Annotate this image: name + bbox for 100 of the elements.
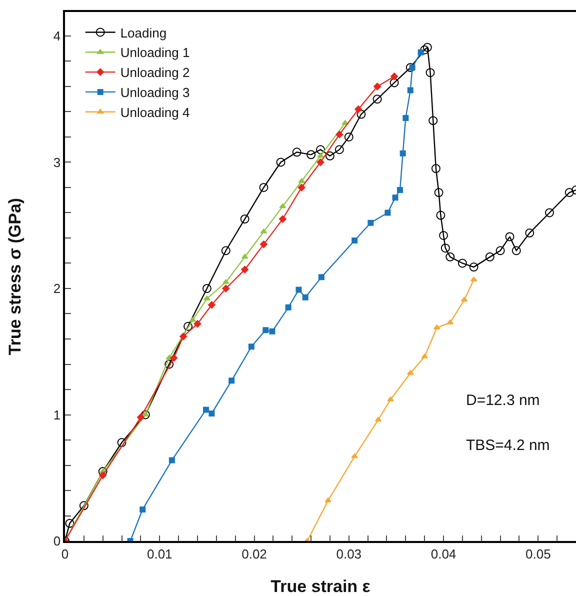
point: [421, 354, 428, 358]
point: [496, 246, 505, 256]
y-tick-label: 3: [53, 154, 61, 170]
x-axis-title: True strain ε: [270, 577, 370, 596]
point: [392, 194, 398, 201]
point: [372, 94, 382, 104]
point: [420, 45, 430, 54]
point: [298, 184, 306, 192]
point: [248, 344, 254, 350]
x-tick-label: 0.01: [146, 546, 172, 562]
point: [168, 457, 175, 464]
point: [296, 286, 302, 293]
point: [325, 151, 334, 160]
point: [431, 164, 440, 174]
point: [65, 518, 74, 528]
point: [164, 360, 174, 369]
y-axis-title: True stress σ (GPa): [6, 198, 24, 356]
point: [202, 284, 212, 293]
point: [99, 472, 107, 480]
point: [117, 438, 126, 448]
point: [316, 158, 324, 166]
point: [221, 246, 230, 256]
legend-label: Unloading 1: [120, 45, 190, 60]
point: [400, 150, 406, 156]
point: [317, 152, 324, 158]
point: [409, 64, 416, 71]
point: [352, 238, 358, 244]
point: [140, 410, 150, 420]
point: [208, 301, 216, 309]
point: [390, 72, 398, 80]
point: [374, 82, 382, 90]
point: [460, 296, 468, 302]
legend-label: Loading: [120, 25, 167, 40]
point: [262, 327, 269, 334]
point: [292, 148, 302, 157]
point: [170, 354, 178, 362]
point: [204, 296, 210, 300]
point: [306, 150, 316, 160]
x-tick-label: 0.05: [525, 546, 551, 562]
point: [407, 370, 414, 375]
point: [525, 228, 534, 238]
point: [422, 42, 432, 52]
legend-label: Unloading 3: [120, 85, 190, 100]
point: [278, 215, 286, 223]
point: [142, 412, 149, 416]
point: [368, 220, 374, 226]
point: [276, 158, 286, 167]
point: [428, 116, 438, 126]
point: [505, 232, 514, 242]
point: [269, 328, 276, 334]
point: [446, 252, 455, 262]
x-tick-label: 0.02: [242, 546, 267, 562]
point: [390, 78, 399, 88]
legend-label: Unloading 4: [120, 104, 190, 120]
x-tick-label: 0.04: [430, 546, 456, 562]
point: [351, 453, 358, 458]
point: [485, 252, 494, 262]
point: [426, 68, 435, 78]
point: [203, 406, 209, 413]
legend-label: Unloading 2: [120, 65, 190, 80]
point: [418, 49, 424, 56]
y-tick-label: 4: [53, 28, 61, 44]
point: [344, 132, 354, 142]
point: [354, 105, 362, 113]
annotation: D=12.3 nm: [466, 392, 540, 409]
point: [260, 240, 268, 248]
annotation: TBS=4.2 nm: [466, 437, 550, 454]
point: [324, 498, 332, 502]
y-tick-label: 1: [53, 407, 61, 422]
point: [440, 244, 450, 253]
point: [334, 145, 344, 154]
point: [302, 294, 308, 300]
point: [298, 178, 305, 183]
point: [285, 304, 292, 310]
point: [259, 182, 268, 192]
point: [402, 115, 409, 122]
point: [469, 262, 478, 272]
point: [436, 210, 446, 220]
point: [396, 187, 403, 194]
point: [512, 246, 521, 256]
point: [374, 416, 382, 422]
point: [180, 332, 188, 340]
point: [384, 210, 391, 216]
point: [208, 410, 215, 416]
point: [241, 254, 248, 259]
point: [439, 230, 448, 240]
point: [336, 130, 344, 138]
point: [458, 258, 467, 268]
y-tick-label: 0: [53, 534, 61, 549]
y-tick-label: 2: [53, 281, 61, 296]
point: [79, 501, 88, 510]
point: [356, 110, 366, 119]
point: [279, 203, 286, 208]
point: [228, 378, 235, 384]
point: [194, 320, 202, 328]
point: [240, 214, 250, 224]
point: [545, 208, 554, 218]
point: [406, 63, 415, 72]
point: [434, 324, 440, 330]
point: [316, 145, 325, 154]
